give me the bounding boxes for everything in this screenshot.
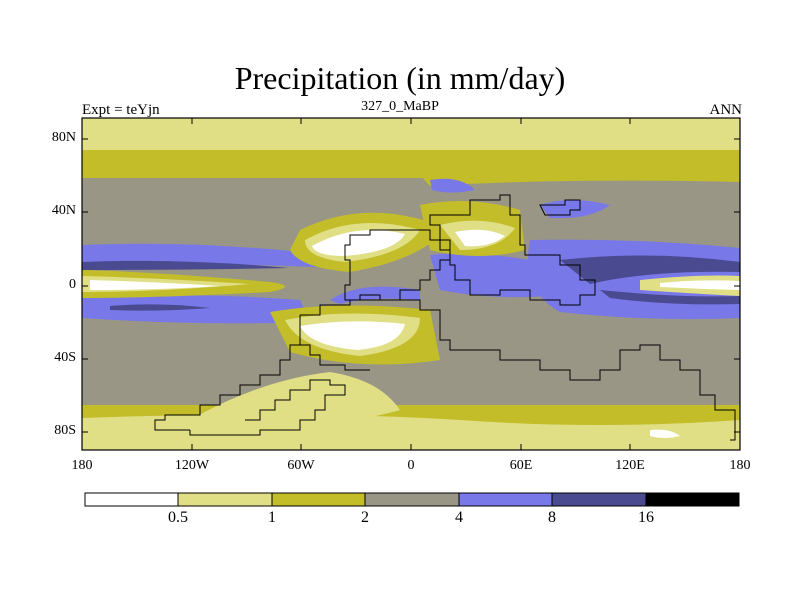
colorbar-label-16: 16	[638, 509, 654, 526]
chart-title: Precipitation (in mm/day)	[234, 60, 566, 96]
colorbar-label-2: 2	[361, 509, 369, 526]
colorbar-label-4: 4	[455, 509, 463, 526]
x-tick-label-180w: 180	[71, 458, 93, 473]
map-field	[82, 118, 740, 450]
x-tick-label-120w: 120W	[174, 458, 210, 473]
colorbar-box-5	[551, 492, 647, 507]
colorbar-box-3	[364, 492, 460, 507]
x-tick-label-60w: 60W	[287, 458, 315, 473]
season-label: ANN	[709, 102, 743, 118]
colorbar-label-8: 8	[548, 509, 556, 526]
y-tick-label-40n: 40N	[51, 203, 76, 218]
colorbar-box-4	[458, 492, 553, 507]
x-tick-label-60e: 60E	[509, 458, 533, 473]
colorbar	[84, 492, 740, 507]
x-tick-label-0: 0	[407, 458, 415, 473]
plot-frame	[81, 117, 741, 451]
coastline-outlines	[154, 194, 736, 441]
y-tick-label-80s: 80S	[54, 423, 76, 438]
colorbar-label-1: 1	[268, 509, 276, 526]
colorbar-box-1	[177, 492, 273, 507]
x-tick-label-120e: 120E	[615, 458, 645, 473]
colorbar-box-2	[271, 492, 366, 507]
y-tick-label-40s: 40S	[54, 350, 76, 365]
y-tick-label-80n: 80N	[51, 130, 76, 145]
colorbar-box-6	[645, 492, 740, 507]
experiment-label: Expt = teYjn	[82, 102, 160, 118]
colorbar-box-0	[84, 492, 179, 507]
x-tick-label-180e: 180	[729, 458, 751, 473]
y-tick-label-0: 0	[69, 277, 76, 292]
period-label: 327_0_MaBP	[361, 99, 439, 114]
colorbar-label-0-5: 0.5	[168, 509, 188, 526]
